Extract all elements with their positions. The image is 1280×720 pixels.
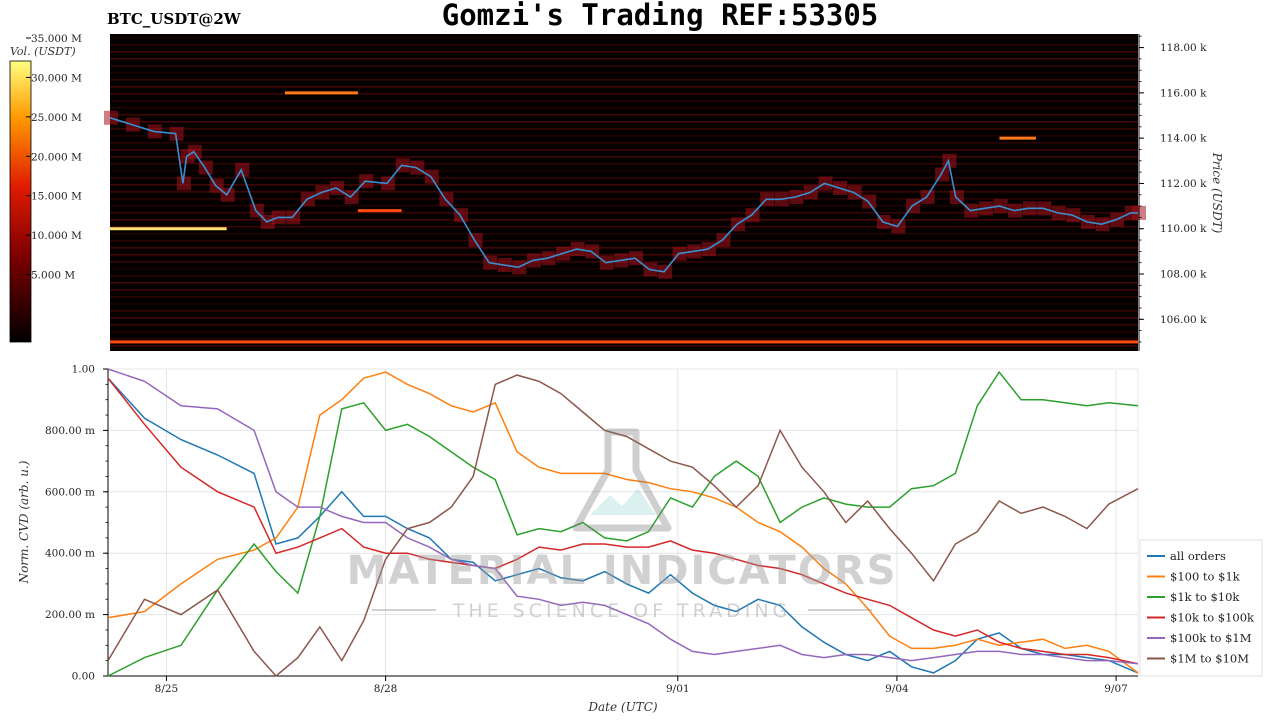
price-tick-label: 114.00 k [1160,133,1207,145]
colorbar-gradient [9,60,32,343]
order-level-3 [999,136,1036,140]
price-axis-label: Price (USDT) [1210,152,1224,234]
legend: all orders $100 to $1k $1k to $10k $10k to … [1139,539,1263,677]
price-tick-label: 108.00 k [1160,269,1207,281]
cvd-panel: 0.00 200.00 m 400.00 m 600.00 m 800.00 m 1.00… [17,364,1139,714]
legend-label-1: $100 to $1k [1170,570,1241,584]
cvd-x-tick-label: 9/07 [1104,683,1128,695]
colorbar-tick-label: 10.000 M [31,230,82,242]
order-level-4 [110,340,1138,344]
price-axis: 106.00 k 108.00 k 110.00 k 112.00 k 114.00 k… [1138,34,1224,351]
price-tick-label: 118.00 k [1160,42,1207,54]
symbol-label: BTC_USDT@2W [107,10,241,28]
watermark: MATERIAL INDICATORS THE SCIENCE OF TRADIN… [347,428,898,622]
cvd-series-line-3 [107,377,1139,665]
cvd-x-tick-label: 8/25 [155,683,179,695]
colorbar-tick-label: 25.000 M [31,112,82,124]
cvd-series-line-4 [107,368,1139,665]
cvd-x-tick-label: 9/01 [666,683,690,695]
heatmap-panel: 106.00 k 108.00 k 110.00 k 112.00 k 114.00 k… [104,34,1224,351]
legend-box [1139,539,1263,677]
legend-label-3: $10k to $100k [1170,611,1255,625]
cvd-series-line-5 [107,374,1139,678]
legend-label-4: $100k to $1M [1170,631,1252,645]
order-level-2 [357,209,402,213]
legend-label-2: $1k to $10k [1170,590,1240,604]
colorbar-tick-label: 15.000 M [31,191,82,203]
page-title: Gomzi's Trading REF:53305 [441,0,879,32]
cvd-series-line-0 [107,377,1139,674]
cvd-series-line-1 [107,371,1139,674]
cvd-x-tick-label: 9/04 [885,683,909,695]
cvd-y-axis-label: Norm. CVD (arb. u.) [17,460,31,584]
order-level-1 [110,227,227,231]
legend-label-0: all orders [1170,549,1226,563]
order-level-0 [284,91,358,95]
colorbar-tick-label: 30.000 M [31,72,82,84]
legend-label-5: $1M to $10M [1170,652,1249,666]
cvd-y-tick-label: 800.00 m [45,425,95,437]
cvd-y-tick-label: 1.00 [72,364,95,376]
cvd-x-tick-label: 8/28 [374,683,398,695]
liquidity-stripes [110,37,1138,347]
colorbar: Vol. (USDT) 5.000 M 10.000 M 15.000 M 20.000… [9,33,82,343]
cvd-y-tick-label: 200.00 m [45,609,95,621]
colorbar-tick-label: 20.000 M [31,151,82,163]
watermark-subtitle: THE SCIENCE OF TRADING [452,600,792,622]
price-tick-label: 112.00 k [1160,178,1207,190]
colorbar-label: Vol. (USDT) [10,45,76,58]
price-line [109,117,1138,273]
heatmap-background [110,34,1138,351]
cvd-series-line-2 [107,370,1139,677]
cvd-x-axis-label: Date (UTC) [587,700,657,714]
cvd-y-tick-label: 0.00 [72,671,95,683]
colorbar-tick-label: 5.000 M [31,270,75,282]
price-tick-label: 116.00 k [1160,87,1207,99]
price-tick-label: 110.00 k [1160,223,1207,235]
watermark-title: MATERIAL INDICATORS [347,548,898,594]
colorbar-tick-label: 35.000 M [31,33,82,45]
flask-icon [572,428,672,532]
cvd-y-tick-label: 400.00 m [45,548,95,560]
cvd-y-tick-label: 600.00 m [45,486,95,498]
price-tick-label: 106.00 k [1160,314,1207,326]
cvd-axes: 0.00 200.00 m 400.00 m 600.00 m 800.00 m 1.00… [17,364,1138,714]
